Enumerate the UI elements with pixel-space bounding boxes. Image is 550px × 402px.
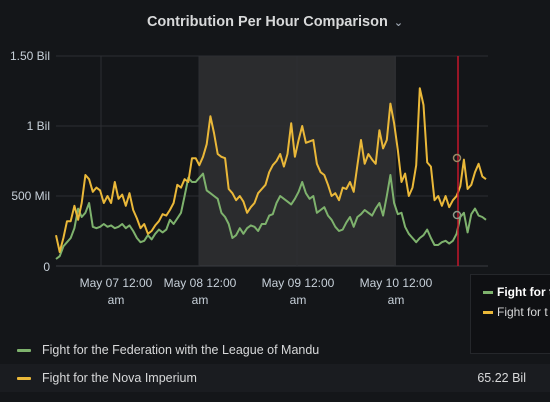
x-tick-label: May 09 12:00 — [262, 276, 335, 290]
x-tick-label: am — [108, 293, 125, 307]
y-tick-label: 1.50 Bil — [10, 49, 50, 63]
x-tick-label: May 10 12:00 — [360, 276, 433, 290]
x-tick-label: am — [388, 293, 405, 307]
tooltip-series-label: Fight for t — [497, 285, 550, 299]
y-tick-label: 500 Mil — [11, 189, 50, 203]
x-tick-label: am — [290, 293, 307, 307]
legend-label[interactable]: Fight for the Federation with the League… — [42, 343, 320, 357]
tooltip-series-label: Fight for t — [497, 305, 548, 319]
legend-label[interactable]: Fight for the Nova Imperium — [42, 371, 197, 385]
series-line-nova-imperium — [55, 87, 487, 253]
grid-vertical — [100, 56, 396, 266]
x-tick-label: May 07 12:00 — [80, 276, 153, 290]
hover-tooltip: Fight for t Fight for t — [470, 274, 550, 354]
legend-item[interactable]: Fight for the Nova Imperium 65.22 Bil — [0, 364, 550, 392]
chevron-down-icon[interactable]: ⌄ — [393, 16, 404, 29]
tooltip-swatch — [483, 310, 493, 314]
panel-title: Contribution Per Hour Comparison — [146, 14, 388, 30]
hover-point-yellow — [452, 153, 462, 163]
legend-value: 65.22 Bil — [477, 371, 526, 385]
legend: Fight for the Federation with the League… — [0, 336, 550, 392]
legend-color-swatch[interactable] — [17, 377, 31, 380]
legend-color-swatch[interactable] — [17, 349, 31, 352]
tooltip-row: Fight for t — [483, 305, 548, 319]
panel-header: Contribution Per Hour Comparison ⌄ — [0, 0, 550, 44]
grid-horizontal — [56, 55, 488, 267]
x-tick-label: May 08 12:00 — [164, 276, 237, 290]
x-tick-label: am — [192, 293, 209, 307]
tooltip-swatch — [483, 290, 493, 294]
hover-point-green — [452, 210, 462, 220]
panel-title-menu[interactable]: Contribution Per Hour Comparison ⌄ — [147, 14, 403, 30]
series-layer — [55, 87, 487, 260]
tooltip-row: Fight for t — [483, 285, 550, 299]
y-tick-label: 1 Bil — [27, 119, 50, 133]
series-line-federation — [55, 172, 487, 260]
legend-item[interactable]: Fight for the Federation with the League… — [0, 336, 550, 364]
y-tick-label: 0 — [43, 260, 50, 274]
line-chart[interactable]: 1.50 Bil 1 Bil 500 Mil 0 May 07 12:00 am… — [0, 0, 550, 330]
